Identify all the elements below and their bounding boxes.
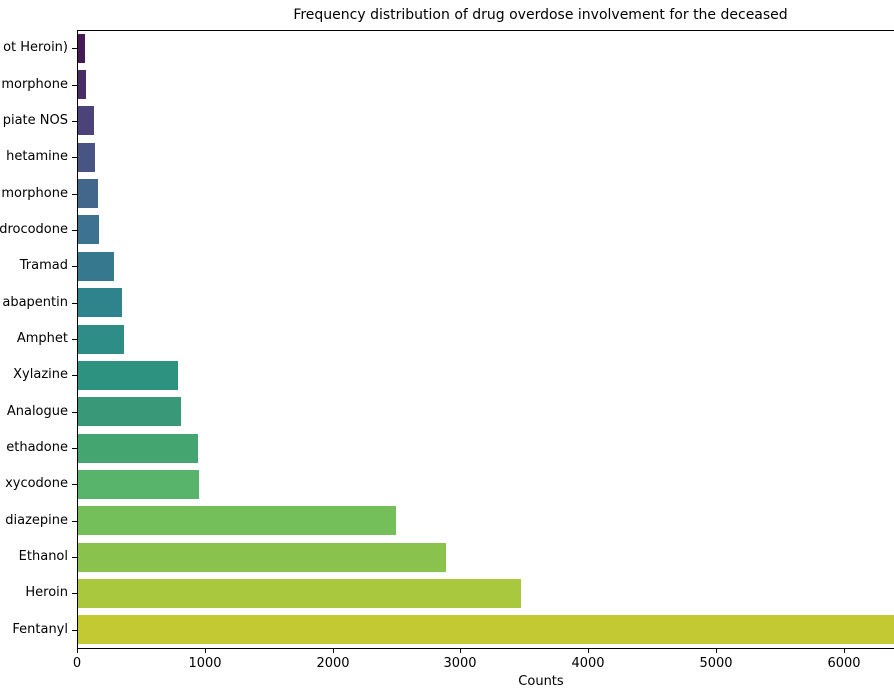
- y-tick-mark: [72, 557, 77, 558]
- y-tick-mark: [72, 630, 77, 631]
- x-tick-label: 0: [72, 656, 82, 671]
- y-tick-mark: [72, 48, 77, 49]
- x-tick-label: 1000: [188, 656, 222, 671]
- y-tick-label: abapentin: [2, 295, 68, 310]
- y-tick-mark: [72, 448, 77, 449]
- bar: [78, 543, 446, 572]
- chart-title: Frequency distribution of drug overdose …: [293, 7, 788, 23]
- bar: [78, 70, 86, 99]
- x-tick-label: 3000: [443, 656, 477, 671]
- bar: [78, 470, 199, 499]
- bar: [78, 252, 114, 281]
- axis-spine-left: [77, 30, 78, 649]
- bar: [78, 106, 94, 135]
- bar: [78, 434, 198, 463]
- y-tick-mark: [72, 339, 77, 340]
- y-tick-label: Xylazine: [13, 367, 68, 382]
- y-tick-label: drocodone: [0, 222, 68, 237]
- y-tick-label: Fentanyl: [12, 622, 68, 637]
- bar: [78, 34, 85, 63]
- y-tick-label: morphone: [1, 186, 68, 201]
- y-tick-mark: [72, 521, 77, 522]
- y-tick-mark: [72, 230, 77, 231]
- x-tick-mark: [205, 649, 206, 653]
- y-tick-label: ot Heroin): [3, 40, 68, 55]
- y-tick-mark: [72, 484, 77, 485]
- bar: [78, 143, 95, 172]
- x-tick-mark: [716, 649, 717, 653]
- y-tick-label: xycodone: [5, 476, 68, 491]
- x-tick-mark: [333, 649, 334, 653]
- y-tick-mark: [72, 412, 77, 413]
- bar: [78, 397, 181, 426]
- axis-spine-bottom: [77, 648, 894, 649]
- x-tick-label: 6000: [827, 656, 861, 671]
- x-tick-mark: [460, 649, 461, 653]
- x-axis-label: Counts: [518, 674, 564, 689]
- y-tick-label: Tramad: [19, 258, 68, 273]
- y-tick-mark: [72, 593, 77, 594]
- y-tick-mark: [72, 375, 77, 376]
- x-tick-label: 4000: [571, 656, 605, 671]
- y-tick-mark: [72, 85, 77, 86]
- bar: [78, 506, 396, 535]
- y-tick-label: ethadone: [6, 440, 68, 455]
- axis-spine-top: [77, 30, 894, 31]
- bar: [78, 579, 521, 608]
- y-tick-mark: [72, 157, 77, 158]
- bar: [78, 325, 124, 354]
- y-tick-label: piate NOS: [2, 113, 68, 128]
- y-tick-mark: [72, 303, 77, 304]
- y-tick-label: Ethanol: [18, 549, 68, 564]
- x-tick-label: 5000: [699, 656, 733, 671]
- y-tick-label: Amphet: [16, 331, 68, 346]
- bar: [78, 288, 122, 317]
- y-tick-mark: [72, 266, 77, 267]
- y-tick-label: hetamine: [6, 149, 68, 164]
- bar: [78, 179, 98, 208]
- y-tick-label: diazepine: [5, 513, 68, 528]
- y-tick-label: morphone: [1, 77, 68, 92]
- x-tick-mark: [588, 649, 589, 653]
- x-tick-mark: [77, 649, 78, 653]
- bar: [78, 615, 894, 644]
- y-tick-mark: [72, 121, 77, 122]
- x-tick-label: 2000: [316, 656, 350, 671]
- y-tick-label: Analogue: [6, 404, 68, 419]
- bar: [78, 215, 99, 244]
- bar: [78, 361, 178, 390]
- y-tick-label: Heroin: [25, 585, 68, 600]
- x-tick-mark: [844, 649, 845, 653]
- y-tick-mark: [72, 194, 77, 195]
